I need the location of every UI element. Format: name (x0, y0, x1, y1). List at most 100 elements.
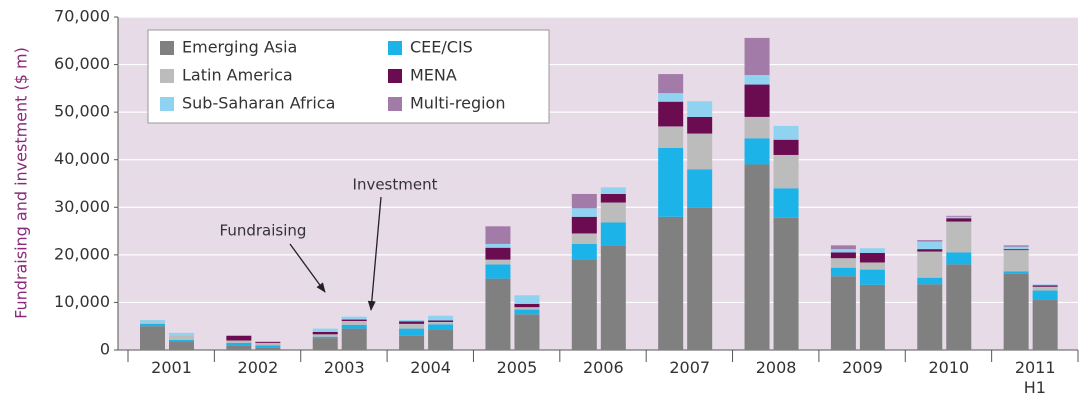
bar-segment (226, 345, 252, 350)
bar-segment (1003, 249, 1029, 251)
bar-segment (687, 116, 713, 134)
x-tick-label: 2002 (237, 358, 279, 377)
bar-segment (859, 284, 885, 350)
bar-segment (485, 259, 511, 265)
x-tick-label: 2004 (410, 358, 451, 377)
bar-segment (514, 295, 540, 304)
bar-segment (428, 324, 454, 331)
bar-segment (399, 320, 425, 322)
x-tick-label: 2005 (496, 358, 538, 377)
legend-label: Multi-region (410, 94, 505, 113)
bar-segment (600, 202, 626, 223)
bar-segment (1003, 250, 1029, 272)
bar-segment (571, 208, 597, 217)
bar-segment (744, 138, 770, 165)
bar-segment (399, 335, 425, 350)
bar-segment (312, 334, 338, 337)
bar-segment (946, 252, 972, 265)
bar-segment (1032, 290, 1058, 301)
bar-segment (428, 320, 454, 322)
bar-segment (341, 324, 367, 329)
bar-segment (312, 331, 338, 335)
legend-label: Sub-Saharan Africa (182, 94, 335, 113)
bar-segment (1003, 245, 1029, 247)
legend-box (147, 29, 550, 124)
y-tick-label: 0 (100, 340, 110, 359)
bar-segment (514, 314, 540, 350)
y-tick-label: 50,000 (54, 102, 110, 121)
x-tick-label: 2011 H1 (1014, 358, 1056, 397)
bar-segment (399, 328, 425, 336)
bar-segment (312, 338, 338, 350)
bar-segment (830, 258, 856, 268)
x-tick-label: 2007 (669, 358, 711, 377)
bar-segment (341, 320, 367, 325)
bar-segment (773, 217, 799, 350)
bar-segment (946, 221, 972, 253)
bar-segment (226, 342, 252, 346)
bar-segment (140, 323, 165, 327)
x-tick-label: 2003 (323, 358, 365, 377)
legend: Emerging Asia CEE/CIS Latin America MENA Sub… (147, 29, 550, 124)
bar-segment (773, 154, 799, 189)
bar-segment (687, 207, 713, 350)
bar-segment (600, 187, 626, 194)
legend-swatch (160, 97, 174, 111)
bar-segment (917, 249, 943, 252)
bar-segment (1003, 246, 1029, 250)
y-tick-label: 30,000 (54, 197, 110, 216)
bar-segment (946, 264, 972, 350)
bar-segment (226, 340, 252, 343)
bar-segment (917, 241, 943, 250)
bar-segment (830, 249, 856, 253)
bar-segment (485, 226, 511, 244)
bar-segment (744, 164, 770, 350)
bar-segment (255, 342, 281, 346)
bar-segment (859, 248, 885, 253)
bar-segment (571, 193, 597, 209)
bar-segment (917, 251, 943, 278)
bar-segment (485, 247, 511, 260)
bar-segment (917, 277, 943, 285)
x-tick-label: 2009 (842, 358, 883, 377)
bar-segment (773, 188, 799, 218)
annotation-arrow (367, 196, 382, 311)
bar-segment (658, 74, 684, 94)
legend-swatch (388, 97, 402, 111)
legend-label: CEE/CIS (410, 38, 473, 57)
bar-segment (485, 243, 511, 248)
bar-segment (255, 345, 281, 348)
bar-segment (830, 267, 856, 277)
y-tick-label: 10,000 (54, 292, 110, 311)
bar-segment (830, 252, 856, 259)
legend-swatch (388, 41, 402, 55)
bar-segment (514, 309, 540, 315)
bar-segment (485, 278, 511, 350)
bar-segment (859, 269, 885, 285)
bar-segment (169, 340, 194, 342)
bar-segment (399, 321, 425, 324)
x-tick-label: 2008 (755, 358, 797, 377)
bar-segment (169, 332, 194, 336)
bar-segment (946, 216, 972, 219)
y-tick-label: 60,000 (54, 54, 110, 73)
legend-swatch (160, 41, 174, 55)
bar-segment (571, 243, 597, 260)
bar-segment (600, 193, 626, 203)
bar-segment (773, 125, 799, 140)
bar-segment (859, 252, 885, 263)
bar-segment (226, 335, 252, 341)
bar-segment (1003, 271, 1029, 274)
bar-segment (428, 321, 454, 325)
legend-label: Emerging Asia (182, 38, 297, 57)
bar-segment (428, 315, 454, 321)
bar-segment (859, 262, 885, 270)
bar-segment (917, 284, 943, 350)
x-tick-label: 2010 (928, 358, 970, 377)
bar-segment (687, 101, 713, 117)
bar-segment (485, 264, 511, 279)
bar-segment (140, 320, 165, 323)
y-axis-label: Fundraising and investment ($ m) (12, 47, 31, 319)
